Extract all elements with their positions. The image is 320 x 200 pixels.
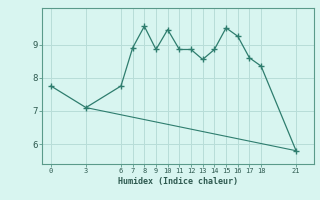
X-axis label: Humidex (Indice chaleur): Humidex (Indice chaleur): [118, 177, 237, 186]
